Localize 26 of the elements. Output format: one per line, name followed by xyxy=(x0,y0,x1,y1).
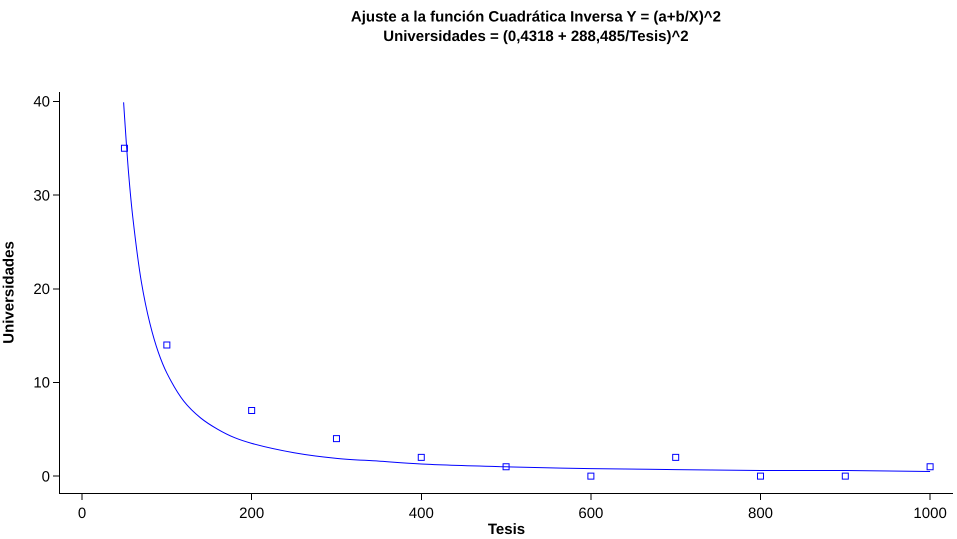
point xyxy=(756,472,764,480)
point xyxy=(926,463,934,470)
y-axis-title: Universidades xyxy=(0,241,18,344)
chart-title: Ajuste a la función Cuadrática Inversa Y = (a+b/X)^2 xyxy=(350,8,721,26)
point xyxy=(418,454,425,461)
y-tick-label: 30 xyxy=(33,187,50,204)
y-tick-label: 20 xyxy=(33,281,50,298)
point xyxy=(163,341,170,348)
x-tick-label: 0 xyxy=(78,505,86,522)
point xyxy=(248,407,256,414)
point xyxy=(502,463,510,470)
x-tick-label: 400 xyxy=(408,505,434,522)
x-tick-label: 1000 xyxy=(913,505,947,522)
point xyxy=(587,472,594,480)
x-tick-label: 600 xyxy=(578,505,604,522)
point xyxy=(672,454,680,461)
point xyxy=(120,144,128,152)
y-tick-label: 0 xyxy=(42,468,50,486)
x-tick-label: 200 xyxy=(239,505,264,522)
y-tick-label: 40 xyxy=(33,94,50,111)
x-tick-label: 800 xyxy=(748,505,774,522)
point xyxy=(332,435,340,442)
chart-subtitle: Universidades = (0,4318 + 288,485/Tesis)^2 xyxy=(383,28,689,46)
y-tick-label: 10 xyxy=(33,374,50,392)
x-axis-title: Tesis xyxy=(488,521,526,538)
point xyxy=(842,472,849,480)
